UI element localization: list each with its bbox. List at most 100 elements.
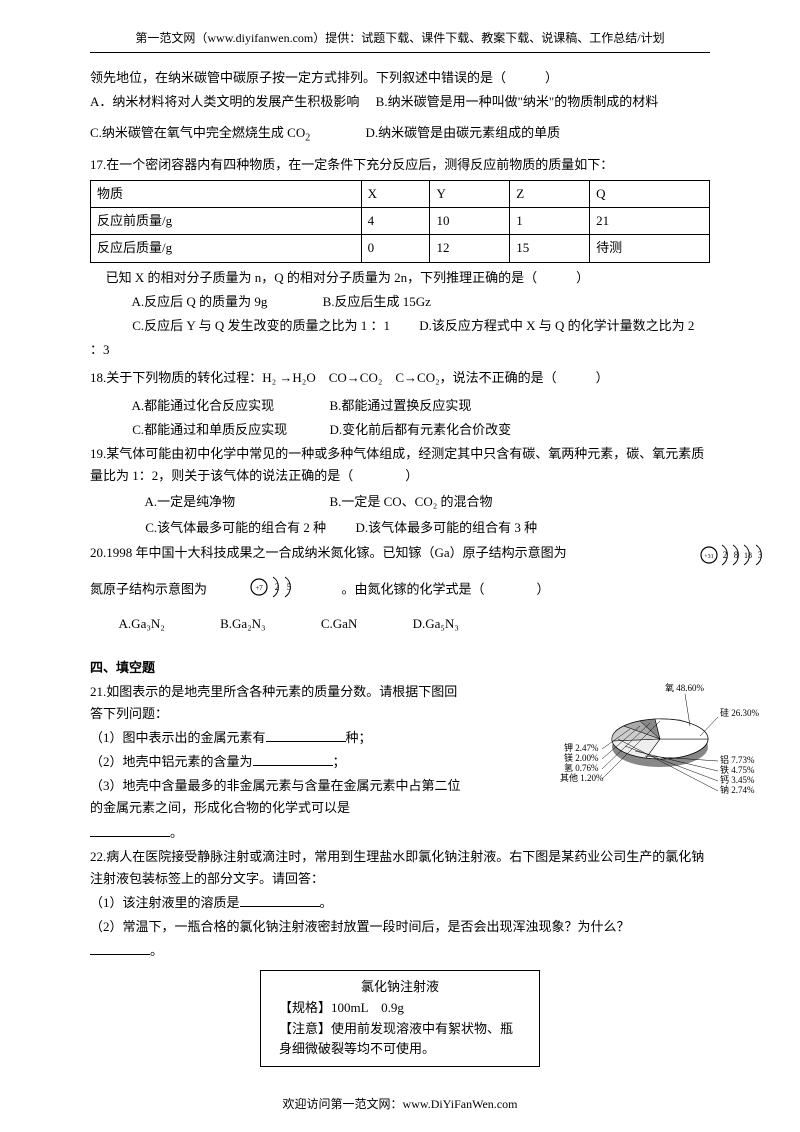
svg-text:+7: +7 [256, 584, 264, 592]
q21-tail-span: 。 [170, 825, 183, 840]
q21-sub2a: （2）地壳中铝元素的含量为 [90, 754, 253, 769]
svg-text:铁 4.75%: 铁 4.75% [720, 764, 755, 775]
page-header: 第一范文网（www.diyifanwen.com）提供：试题下载、课件下载、教案… [90, 28, 710, 53]
svg-text:+31: +31 [704, 554, 713, 560]
svg-text:氧 48.60%: 氧 48.60% [665, 682, 705, 693]
table-cell: X [361, 181, 430, 208]
q18-option-c: C.都能通过和单质反应实现 [132, 422, 287, 437]
q17-option-d: D.该反应方程式中 X 与 Q 的化学计量数之比为 2 [419, 318, 694, 333]
svg-text:8: 8 [734, 550, 739, 560]
q21-sub1b: 种； [346, 730, 372, 745]
q22-sub1a: （1）该注射液里的溶质是 [90, 895, 240, 910]
gallium-atom-diagram: +31 2 8 18 3 [700, 542, 770, 575]
nitrogen-atom-diagram: +7 2 5 [249, 574, 299, 607]
q19-option-a: A.一定是纯净物 [145, 494, 236, 509]
q19-line-cd: C.该气体最多可能的组合有 2 种 D.该气体最多可能的组合有 3 种 [90, 517, 710, 539]
q19-line-ab: A.一定是纯净物 B.一定是 CO、CO₂ 的混合物 [90, 491, 710, 513]
svg-text:其他 1.20%: 其他 1.20% [560, 772, 604, 783]
q17-post: 已知 X 的相对分子质量为 n，Q 的相对分子质量为 2n，下列推理正确的是（ … [90, 267, 710, 289]
svg-text:钾 2.47%: 钾 2.47% [564, 742, 599, 753]
q21-sub3: （3）地壳中含量最多的非金属元素与含量在金属元素中占第二位的金属元素之间，形成化… [90, 775, 470, 819]
q22-text: 22.病人在医院接受静脉注射或滴注时，常用到生理盐水即氯化钠注射液。右下图是某药… [90, 846, 710, 890]
table-cell: 反应后质量/g [91, 235, 362, 262]
q20-option-b: B.Ga₂N₃ [220, 616, 266, 631]
q20-option-a: A.Ga₃N₂ [119, 616, 165, 631]
svg-text:5: 5 [287, 582, 292, 592]
svg-text:铝 7.73%: 铝 7.73% [720, 754, 755, 765]
table-row: 物质 X Y Z Q [91, 181, 710, 208]
q19-option-d: D.该气体最多可能的组合有 3 种 [355, 520, 537, 535]
q21-sub2: （2）地壳中铝元素的含量为 ； [90, 751, 470, 773]
table-cell: 0 [361, 235, 430, 262]
q21-sub2b: ； [333, 754, 346, 769]
q20-text3: 。由氮化镓的化学式是（ ） [342, 581, 550, 596]
svg-text:钠 2.74%: 钠 2.74% [720, 784, 755, 795]
q19-option-c: C.该气体最多可能的组合有 2 种 [145, 520, 326, 535]
q20-option-c: C.GaN [321, 616, 357, 631]
q17-line-cd: C.反应后 Y 与 Q 发生改变的质量之比为 1 ：1 D.该反应方程式中 X … [90, 315, 710, 337]
q21-sub1: （1）图中表示出的金属元素有 种； [90, 727, 470, 749]
q16-option-c: C.纳米碳管在氧气中完全燃烧生成 CO [90, 125, 305, 140]
q21-tail: 。 [90, 822, 710, 844]
table-cell: Q [590, 181, 710, 208]
table-row: 反应后质量/g 0 12 15 待测 [91, 235, 710, 262]
table-cell: 12 [430, 235, 510, 262]
blank-input[interactable] [90, 954, 150, 955]
nacl-label-box: 氯化钠注射液 【规格】100mL 0.9g 【注意】使用前发现溶液中有絮状物、瓶… [260, 970, 540, 1067]
q16-intro: 领先地位，在纳米碳管中碳原子按一定方式排列。下列叙述中错误的是（ ） [90, 67, 710, 89]
q20-text1-span: 20.1998 年中国十大科技成果之一合成纳米氮化镓。已知镓（Ga）原子结构示意… [90, 545, 567, 560]
table-cell: 21 [590, 208, 710, 235]
q22-sub2: （2）常温下，一瓶合格的氯化钠注射液密封放置一段时间后，是否会出现浑浊现象？为什… [90, 916, 710, 938]
svg-text:钙 3.45%: 钙 3.45% [720, 774, 755, 785]
q17-tail: ：3 [90, 339, 710, 361]
q20-text2: 氮原子结构示意图为 [90, 581, 207, 596]
svg-text:硅 26.30%: 硅 26.30% [720, 707, 760, 718]
q18-line-ab: A.都能通过化合反应实现 B.都能通过置换反应实现 [90, 395, 710, 417]
q21-block: 21.如图表示的是地壳里所含各种元素的质量分数。请根据下图回答下列问题： （1）… [90, 681, 710, 820]
svg-text:3: 3 [758, 550, 763, 560]
table-cell: 10 [430, 208, 510, 235]
table-cell: Z [510, 181, 590, 208]
label-note: 【注意】使用前发现溶液中有絮状物、瓶身细微破裂等均不可使用。 [279, 1019, 521, 1061]
q17-line-ab: A.反应后 Q 的质量为 9g B.反应后生成 15Gz [90, 291, 710, 313]
q18-option-a: A.都能通过化合反应实现 [132, 398, 275, 413]
q16-line-ab: A．纳米材料将对人类文明的发展产生积极影响 B.纳米碳管是用一种叫做"纳米"的物… [90, 91, 710, 113]
table-cell: 反应前质量/g [91, 208, 362, 235]
label-spec: 【规格】100mL 0.9g [279, 998, 521, 1019]
q18-option-d: D.变化前后都有元素化合价改变 [329, 422, 511, 437]
q22-tail: 。 [90, 940, 710, 962]
q19-text: 19.某气体可能由初中化学中常见的一种或多种气体组成，经测定其中只含有碳、氧两种… [90, 443, 710, 487]
q22-sub1b: 。 [320, 895, 333, 910]
q16-option-a: A．纳米材料将对人类文明的发展产生积极影响 [90, 94, 359, 109]
svg-text:氢 0.76%: 氢 0.76% [564, 762, 599, 773]
q20-options: A.Ga₃N₂ B.Ga₂N₃ C.GaN D.Ga₅N₃ [90, 613, 710, 635]
label-title: 氯化钠注射液 [279, 977, 521, 998]
blank-input[interactable] [266, 741, 346, 742]
blank-input[interactable] [240, 906, 320, 907]
table-cell: 待测 [590, 235, 710, 262]
q17-option-c: C.反应后 Y 与 Q 发生改变的质量之比为 1 ：1 [132, 318, 390, 333]
svg-text:镁 2.00%: 镁 2.00% [564, 752, 599, 763]
q21-sub1a: （1）图中表示出的金属元素有 [90, 730, 266, 745]
svg-text:2: 2 [275, 582, 280, 592]
q17-text: 17.在一个密闭容器内有四种物质，在一定条件下充分反应后，测得反应前物质的质量如… [90, 154, 710, 176]
q20-text1: 20.1998 年中国十大科技成果之一合成纳米氮化镓。已知镓（Ga）原子结构示意… [90, 542, 710, 564]
pie-chart: 氧 48.60% 硅 26.30% 铝 7.73% 铁 4.75% 钙 3.45… [560, 681, 760, 811]
page-footer: 欢迎访问第一范文网：www.DiYiFanWen.com [0, 1094, 800, 1114]
q16-option-d: D.纳米碳管是由碳元素组成的单质 [366, 125, 561, 140]
table-cell: 15 [510, 235, 590, 262]
q18-text: 18.关于下列物质的转化过程：H₂ →H₂O CO→CO₂ C→CO₂，说法不正… [90, 367, 710, 389]
q17-option-a: A.反应后 Q 的质量为 9g [132, 294, 268, 309]
blank-input[interactable] [253, 765, 333, 766]
q21-text: 21.如图表示的是地壳里所含各种元素的质量分数。请根据下图回答下列问题： [90, 681, 470, 725]
table-cell: 1 [510, 208, 590, 235]
q22-sub1: （1）该注射液里的溶质是 。 [90, 892, 710, 914]
blank-input[interactable] [90, 836, 170, 837]
q17-option-b: B.反应后生成 15Gz [323, 294, 431, 309]
q20-option-d: D.Ga₅N₃ [413, 616, 459, 631]
q19-option-b: B.一定是 CO、CO₂ 的混合物 [329, 494, 492, 509]
q17-table: 物质 X Y Z Q 反应前质量/g 4 10 1 21 反应后质量/g 0 1… [90, 180, 710, 262]
q16-line-cd: C.纳米碳管在氧气中完全燃烧生成 CO2 D.纳米碳管是由碳元素组成的单质 [90, 122, 710, 147]
table-row: 反应前质量/g 4 10 1 21 [91, 208, 710, 235]
svg-text:18: 18 [744, 551, 752, 560]
